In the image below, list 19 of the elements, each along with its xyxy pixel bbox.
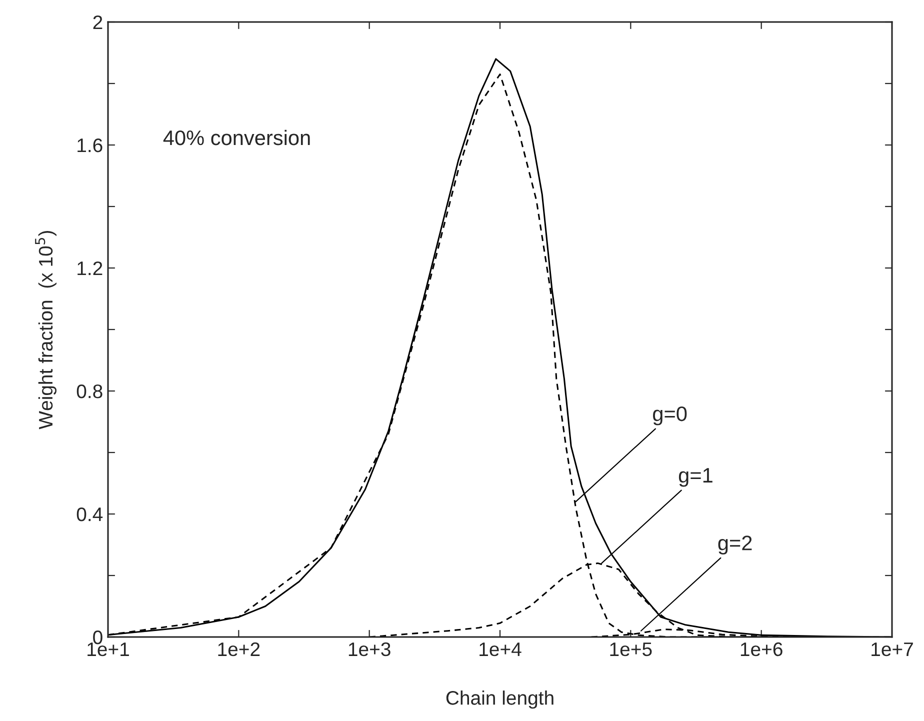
x-tick-label: 1e+4	[480, 642, 522, 656]
annotation: g=2	[718, 536, 752, 554]
x-axis-title: Chain length	[446, 690, 554, 709]
x-tick-label: 1e+2	[218, 642, 260, 656]
x-tick-label: 1e+5	[610, 642, 652, 656]
x-tick-label: 1e+1	[88, 642, 129, 656]
annotation: 40% conversion	[163, 130, 310, 146]
y-tick-label: 2	[93, 15, 102, 30]
y-tick-label: 1.6	[78, 138, 102, 152]
y-tick-label: 0.4	[76, 507, 103, 522]
y-tick-label: 0	[93, 630, 102, 644]
y-tick-label: 1.2	[78, 261, 102, 276]
x-tick-label: 1e+7	[872, 642, 913, 656]
y-tick-label: 0.8	[76, 384, 102, 398]
x-tick-label: 1e+6	[740, 642, 782, 656]
x-tick-label: 1e+3	[348, 642, 390, 656]
annotation: g=1	[678, 468, 712, 487]
y-axis-title: Weight fraction (x 10$^{5}$)	[35, 230, 56, 430]
annotation: g=0	[653, 406, 687, 426]
